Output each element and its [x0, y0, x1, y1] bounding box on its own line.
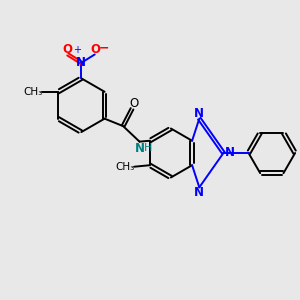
Text: N: N: [194, 107, 204, 120]
Text: +: +: [74, 45, 81, 55]
Text: N: N: [225, 146, 235, 160]
Text: O: O: [90, 43, 100, 56]
Text: O: O: [62, 43, 72, 56]
Text: N: N: [194, 186, 204, 199]
Text: N: N: [135, 142, 145, 155]
Text: H: H: [144, 143, 153, 153]
Text: O: O: [130, 97, 139, 110]
Text: N: N: [76, 56, 86, 69]
Text: CH₃: CH₃: [24, 87, 43, 97]
Text: −: −: [98, 41, 109, 54]
Text: CH₃: CH₃: [116, 162, 135, 172]
